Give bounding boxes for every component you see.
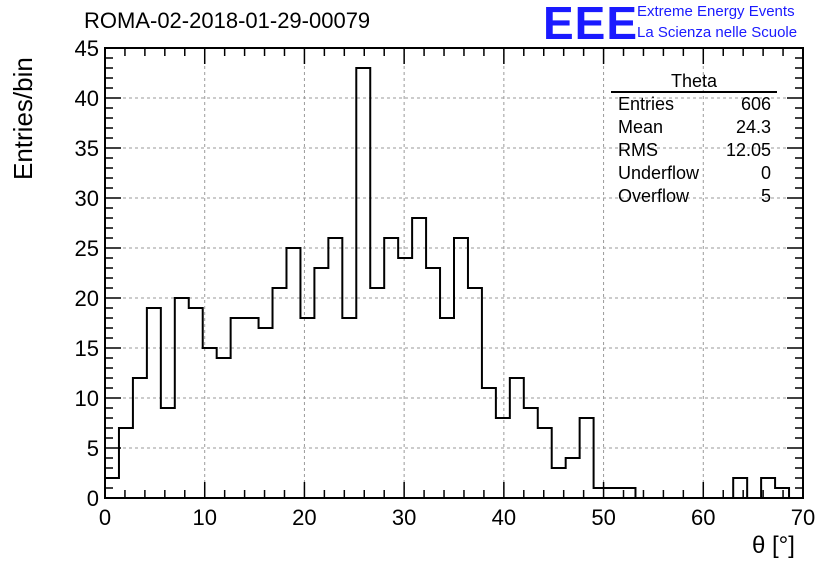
histogram-bin [761,478,775,498]
x-tick-label: 40 [492,505,516,530]
stats-row-mean: Mean 24.3 [611,116,777,139]
histogram-bin [217,358,231,498]
histogram-bin [119,428,133,498]
histogram-bin [426,268,440,498]
y-tick-label: 30 [75,186,99,211]
y-tick-label: 0 [87,486,99,511]
histogram-bin [147,308,161,498]
axis-ticks [104,47,804,499]
x-tick-label: 0 [99,505,111,530]
histogram-bin [259,328,273,498]
histogram-bin [161,408,175,498]
histogram-bin [454,238,468,498]
y-tick-label: 5 [87,436,99,461]
y-tick-labels: 0 5 10 15 20 25 30 35 40 45 [75,36,99,511]
histogram-bin [245,318,259,498]
logo-line-2: La Scienza nelle Scuole [637,24,798,41]
histogram-bin [342,318,356,498]
histogram-bin [398,258,412,498]
histogram-bin [580,418,594,498]
stats-value: 12.05 [725,140,771,160]
histogram-bin [189,308,203,498]
x-tick-label: 10 [192,505,216,530]
y-tick-label: 45 [75,36,99,61]
histogram-bin [482,388,496,498]
x-tick-label: 20 [292,505,316,530]
histogram-bin [440,318,454,498]
y-axis-label: Entries/bin [8,57,38,180]
histogram-bin [314,268,328,498]
stats-row-entries: Entries 606 [611,93,777,116]
stats-row-overflow: Overflow 5 [611,185,777,208]
histogram-bin [370,288,384,498]
stats-row-underflow: Underflow 0 [611,162,777,185]
histogram-bin [524,408,538,498]
x-tick-label: 50 [591,505,615,530]
histogram-bin [510,378,524,498]
histogram-bin [622,488,636,498]
histogram-bin [300,318,314,498]
histogram-bin [733,478,747,498]
stats-label: Underflow [618,163,700,183]
y-tick-label: 10 [75,386,99,411]
histogram-bin [566,458,580,498]
x-axis-label: θ [°] [752,532,795,559]
histogram-bin [273,288,287,498]
stats-value: 0 [760,163,771,183]
histogram-bin [328,238,342,498]
histogram-bin [538,428,552,498]
x-tick-label: 60 [691,505,715,530]
x-tick-labels: 0 10 20 30 40 50 60 70 [99,505,815,530]
histogram-bin [412,218,426,498]
logo-line-1: Extreme Energy Events [637,3,795,20]
stats-value: 606 [740,94,771,114]
y-tick-label: 25 [75,236,99,261]
histogram-bin [203,348,217,498]
plot-frame [104,47,804,499]
eee-logo: EEE [543,0,639,49]
stats-value: 24.3 [735,117,771,137]
y-tick-label: 35 [75,136,99,161]
stats-label: Entries [618,94,675,114]
stats-box: Theta Entries 606 Mean 24.3 RMS 12.05 Un… [611,72,777,208]
histogram-bin [231,318,245,498]
stats-label: RMS [618,140,658,160]
y-tick-label: 20 [75,286,99,311]
histogram-bin [552,468,566,498]
histogram-bin [496,418,510,498]
y-tick-label: 40 [75,86,99,111]
histogram-bin [356,68,370,498]
x-tick-label: 70 [791,505,815,530]
stats-label: Overflow [618,186,690,206]
y-tick-label: 15 [75,336,99,361]
histogram-bin [775,488,789,498]
histogram-bin [133,378,147,498]
histogram-bin [286,248,300,498]
run-title: ROMA-02-2018-01-29-00079 [84,8,371,33]
x-tick-label: 30 [392,505,416,530]
histogram-bin [594,488,608,498]
stats-row-rms: RMS 12.05 [611,139,777,162]
stats-title: Theta [611,72,777,93]
histogram-bin [608,488,622,498]
histogram-bin [105,478,119,498]
histogram-bin [468,288,482,498]
histogram-bin [175,298,189,498]
stats-value: 5 [760,186,771,206]
histogram-bin [384,238,398,498]
stats-label: Mean [618,117,664,137]
